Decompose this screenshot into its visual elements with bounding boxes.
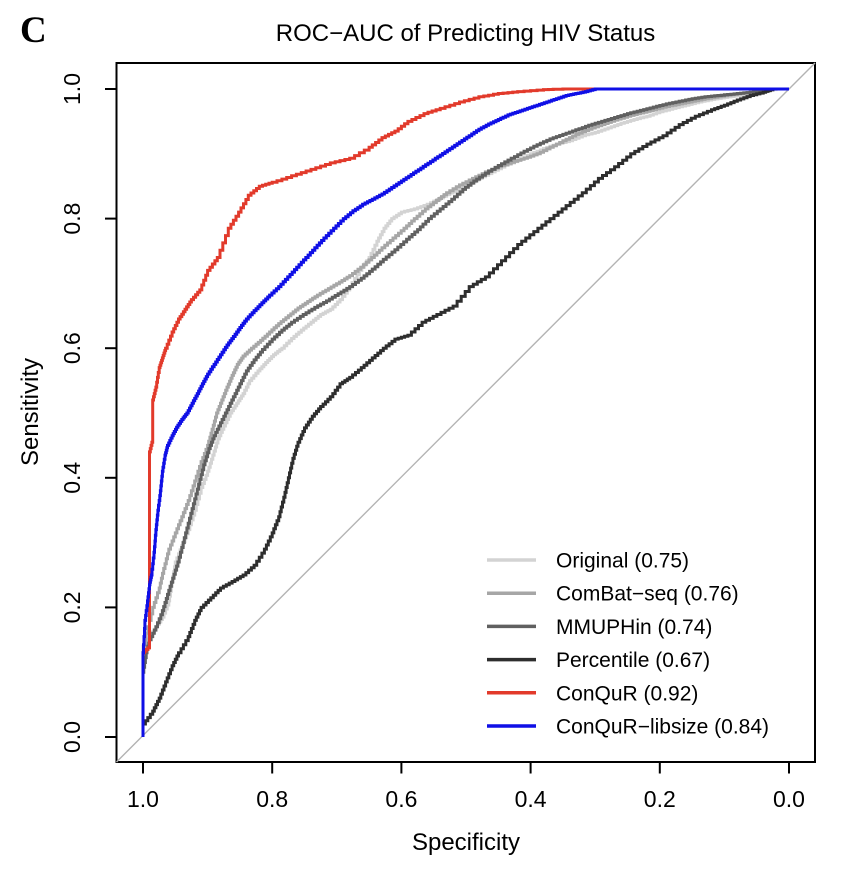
roc-curve-conqur-libsize bbox=[141, 87, 789, 737]
legend-label-conqur: ConQuR (0.92) bbox=[556, 682, 698, 705]
legend-label-percentile: Percentile (0.67) bbox=[556, 649, 710, 672]
y-tick-label: 0.6 bbox=[59, 332, 85, 364]
legend-label-mmuphin: MMUPHin (0.74) bbox=[556, 616, 712, 639]
x-tick-label: 0.8 bbox=[256, 786, 288, 812]
plot-area bbox=[115, 62, 816, 763]
panel-label: C bbox=[20, 10, 47, 51]
x-axis-ticks: 1.0 0.8 0.6 0.4 0.2 0.0 bbox=[127, 762, 805, 812]
legend-label-combat-seq: ComBat−seq (0.76) bbox=[556, 583, 739, 606]
y-axis-title: Sensitivity bbox=[17, 358, 44, 466]
y-tick-label: 0.2 bbox=[59, 591, 85, 623]
diagonal-reference-line bbox=[116, 62, 816, 763]
x-tick-label: 0.2 bbox=[644, 786, 676, 812]
roc-curve-percentile bbox=[141, 87, 789, 737]
x-tick-label: 1.0 bbox=[127, 786, 159, 812]
x-tick-label: 0.4 bbox=[515, 786, 547, 812]
roc-curve-combat-seq bbox=[141, 87, 789, 737]
chart-title: ROC−AUC of Predicting HIV Status bbox=[275, 20, 656, 47]
roc-curve-conqur bbox=[141, 87, 789, 737]
y-axis-ticks: 0.0 0.2 0.4 0.6 0.8 1.0 bbox=[59, 73, 117, 753]
roc-curves bbox=[141, 87, 789, 737]
y-tick-label: 0.4 bbox=[59, 462, 85, 494]
x-tick-label: 0.6 bbox=[385, 786, 417, 812]
y-tick-label: 0.0 bbox=[59, 721, 85, 753]
x-axis-title: Specificity bbox=[412, 829, 520, 856]
y-tick-label: 1.0 bbox=[59, 73, 85, 105]
legend-label-original: Original (0.75) bbox=[556, 550, 689, 573]
roc-curve-original bbox=[141, 87, 789, 737]
roc-curve-mmuphin bbox=[141, 87, 789, 737]
x-tick-label: 0.0 bbox=[773, 786, 805, 812]
legend-label-conqur-libsize: ConQuR−libsize (0.84) bbox=[556, 716, 769, 739]
y-tick-label: 0.8 bbox=[59, 203, 85, 235]
legend: Original (0.75) ComBat−seq (0.76) MMUPHin … bbox=[487, 550, 769, 739]
